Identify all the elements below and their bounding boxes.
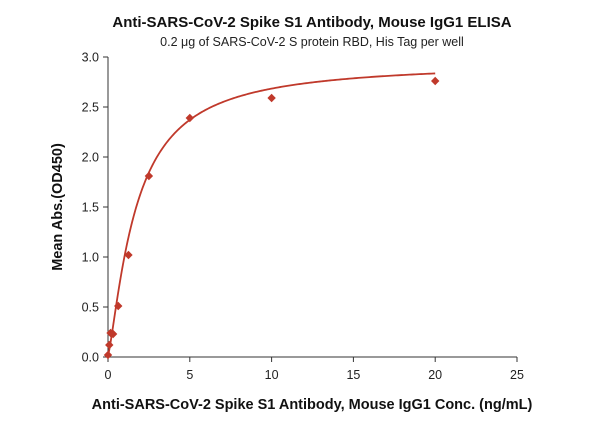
chart-subtitle: 0.2 μg of SARS-CoV-2 S protein RBD, His … [160,35,464,49]
y-tick-label: 2.5 [82,101,99,115]
x-tick-label: 15 [346,368,360,382]
x-axis-label: Anti-SARS-CoV-2 Spike S1 Antibody, Mouse… [92,397,533,413]
data-point [103,350,113,360]
data-point [105,340,114,350]
data-point [185,113,194,123]
x-tick-label: 10 [265,368,279,382]
data-point [267,93,276,103]
data-point [431,76,440,86]
y-axis-label: Mean Abs.(OD450) [50,143,66,271]
data-point [114,301,123,311]
y-tick-label: 0.5 [82,301,99,315]
data-points [103,76,440,360]
y-tick-label: 1.5 [82,201,99,215]
chart-title: Anti-SARS-CoV-2 Spike S1 Antibody, Mouse… [112,14,511,31]
y-tick-label: 0.0 [82,351,99,365]
y-tick-label: 1.0 [82,251,99,265]
fit-curve [107,72,436,356]
x-axis-ticks: 0 5 10 15 20 25 [105,357,524,382]
x-tick-label: 0 [105,368,112,382]
data-point [124,250,133,260]
y-axis-ticks: 0.0 0.5 1.0 1.5 2.0 2.5 3.0 [82,51,108,365]
x-tick-label: 25 [510,368,524,382]
x-tick-label: 5 [186,368,193,382]
y-tick-label: 2.0 [82,151,99,165]
y-tick-label: 3.0 [82,51,99,65]
data-point [108,329,118,339]
data-point [144,171,154,181]
x-tick-label: 20 [428,368,442,382]
